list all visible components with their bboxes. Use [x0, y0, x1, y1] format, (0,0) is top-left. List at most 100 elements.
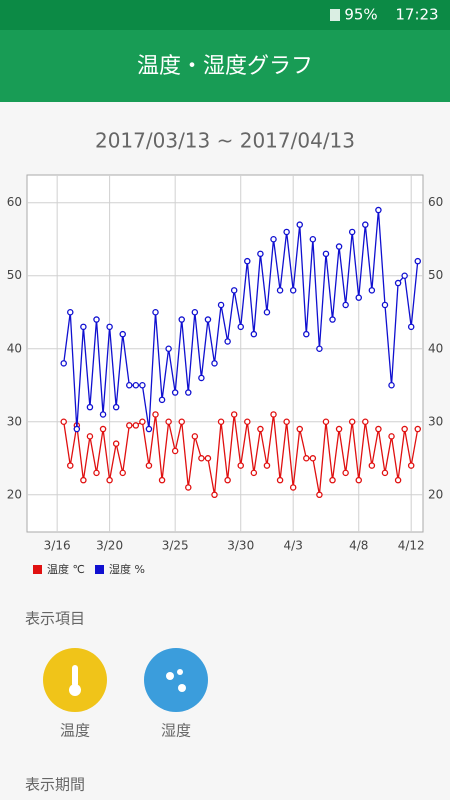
- data-point: [381, 469, 389, 477]
- y2-tick-label: 40: [428, 341, 443, 355]
- data-point: [316, 345, 323, 353]
- data-point: [381, 301, 389, 309]
- data-point: [224, 338, 231, 345]
- x-tick-label: 3/30: [227, 539, 254, 553]
- data-point: [185, 484, 192, 491]
- legend-swatch: [33, 565, 42, 574]
- data-point: [401, 272, 408, 279]
- data-point: [309, 235, 317, 243]
- data-point: [132, 422, 140, 429]
- y2-tick-label: 20: [428, 487, 443, 501]
- status-bar: [0, 0, 450, 30]
- y2-tick-label: 50: [428, 268, 443, 282]
- x-tick-label: 4/8: [349, 539, 368, 553]
- data-point: [263, 309, 271, 316]
- app-bar: [0, 30, 450, 102]
- data-point: [375, 206, 382, 214]
- data-point: [165, 345, 172, 353]
- data-point: [80, 476, 87, 484]
- data-point: [86, 433, 94, 440]
- data-point: [244, 418, 251, 426]
- legend-label: 温度 ℃: [47, 562, 85, 576]
- data-point: [171, 389, 179, 396]
- thermometer-icon: [72, 665, 78, 687]
- data-point: [263, 462, 271, 469]
- data-point: [414, 257, 422, 265]
- data-point: [139, 418, 146, 426]
- drop-icon: [166, 672, 174, 680]
- data-point: [322, 250, 330, 258]
- x-tick-label: 3/20: [96, 539, 123, 553]
- data-point: [86, 403, 94, 411]
- data-point: [237, 323, 244, 331]
- data-point: [191, 309, 199, 316]
- data-point: [152, 309, 159, 316]
- data-point: [348, 228, 356, 236]
- data-point: [198, 374, 205, 382]
- data-point: [335, 425, 343, 433]
- data-point: [394, 279, 402, 287]
- data-point: [178, 418, 185, 426]
- date-range: 2017/03/13 ~ 2017/04/13: [95, 129, 355, 153]
- data-point: [342, 469, 349, 477]
- data-point: [394, 476, 402, 484]
- data-point: [67, 309, 74, 316]
- data-point: [237, 462, 244, 469]
- data-point: [329, 476, 336, 484]
- data-point: [316, 491, 323, 499]
- x-tick-label: 4/12: [398, 539, 425, 553]
- data-point: [224, 476, 231, 484]
- data-point: [73, 425, 81, 433]
- x-tick-label: 3/16: [44, 539, 71, 553]
- y-tick-label: 30: [7, 414, 22, 428]
- section-heading: 表示期間: [25, 776, 85, 794]
- button-label: 温度: [60, 722, 90, 740]
- data-point: [362, 418, 369, 426]
- data-point: [289, 287, 297, 294]
- data-point: [335, 243, 343, 250]
- data-point: [99, 411, 107, 418]
- data-point: [185, 389, 192, 396]
- legend-label: 湿度 %: [109, 562, 145, 576]
- data-point: [407, 323, 415, 331]
- data-point: [303, 455, 310, 462]
- legend-swatch: [95, 565, 104, 574]
- data-point: [257, 250, 264, 258]
- thermometer-icon: [69, 684, 81, 696]
- plot-area: [26, 174, 424, 533]
- y-tick-label: 20: [7, 487, 22, 501]
- drop-icon: [178, 684, 186, 692]
- section-heading: 表示項目: [25, 610, 85, 628]
- data-point: [362, 221, 369, 228]
- data-point: [80, 323, 87, 331]
- data-point: [355, 476, 362, 484]
- data-point: [368, 462, 376, 469]
- data-point: [414, 425, 422, 433]
- data-point: [158, 396, 166, 404]
- data-point: [139, 382, 146, 389]
- data-point: [145, 462, 153, 469]
- data-point: [204, 316, 212, 323]
- data-point: [375, 425, 382, 433]
- y2-tick-label: 30: [428, 414, 443, 428]
- data-point: [119, 330, 126, 338]
- data-point: [112, 403, 120, 411]
- data-point: [388, 433, 395, 440]
- signal-icon: [330, 9, 340, 21]
- data-point: [270, 235, 277, 243]
- data-point: [198, 455, 205, 462]
- data-point: [244, 257, 251, 265]
- data-point: [401, 425, 408, 433]
- data-point: [119, 469, 126, 477]
- data-point: [329, 316, 336, 323]
- humidity-button[interactable]: [144, 648, 208, 712]
- data-point: [191, 433, 199, 440]
- data-point: [322, 418, 330, 426]
- data-point: [211, 491, 218, 499]
- data-point: [283, 228, 290, 236]
- data-point: [276, 476, 284, 484]
- data-point: [204, 455, 212, 462]
- data-point: [67, 462, 74, 469]
- data-point: [106, 476, 113, 484]
- data-point: [342, 301, 349, 309]
